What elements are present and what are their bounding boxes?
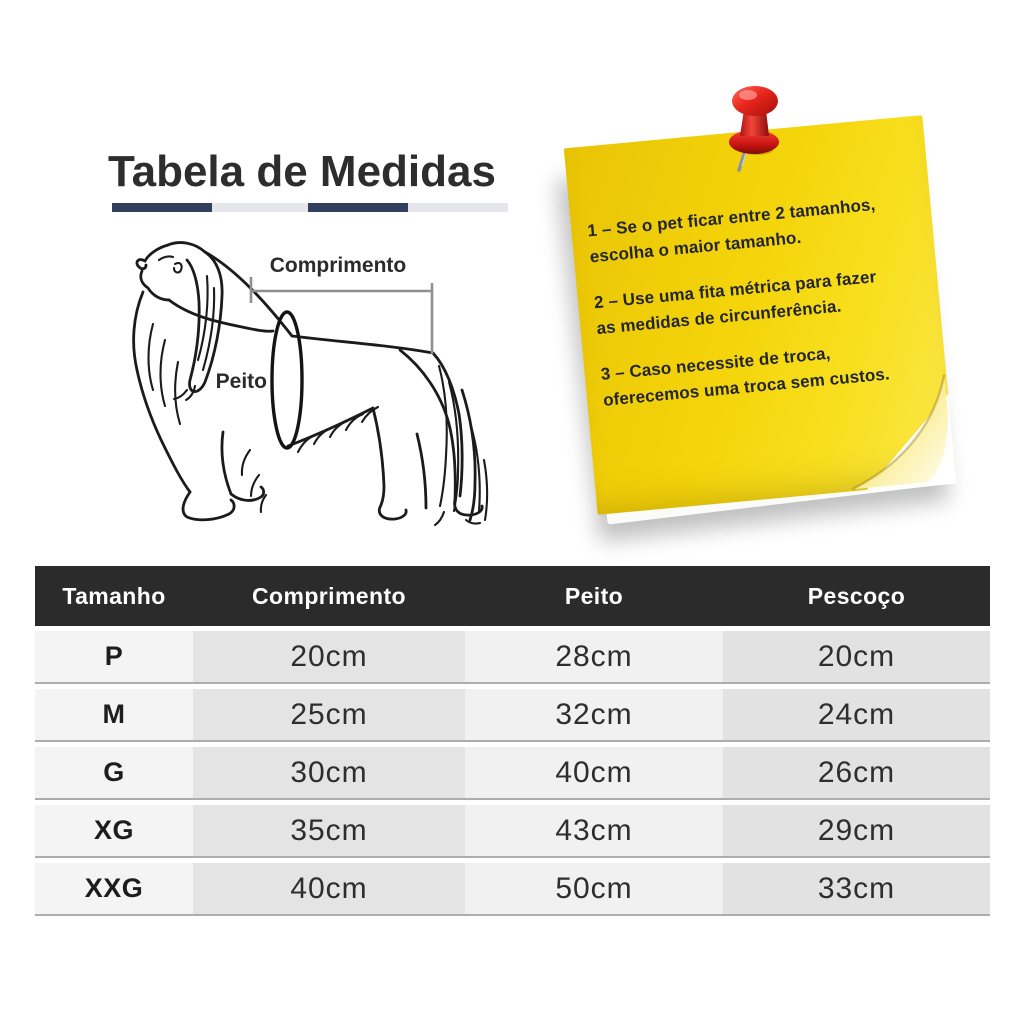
size-table: Tamanho Comprimento Peito Pescoço P 20cm…	[35, 561, 990, 921]
table-row: P 20cm 28cm 20cm	[35, 631, 990, 684]
length-label: Comprimento	[270, 254, 407, 277]
table-header-row: Tamanho Comprimento Peito Pescoço	[35, 566, 990, 626]
sticky-note: 1 – Se o pet ficar entre 2 tamanhos, esc…	[563, 115, 957, 515]
length-cell: 20cm	[193, 631, 465, 684]
table-row: XXG 40cm 50cm 33cm	[35, 863, 990, 916]
size-cell: M	[35, 689, 193, 742]
column-header-pescoco: Pescoço	[723, 566, 990, 626]
page-title: Tabela de Medidas	[108, 147, 496, 196]
underline-segment	[212, 203, 308, 212]
column-header-tamanho: Tamanho	[35, 566, 193, 626]
note-tip-2: 2 – Use uma fita métrica para fazer as m…	[593, 259, 930, 341]
length-measure-line	[249, 277, 434, 354]
page-curl	[851, 374, 957, 493]
size-cell: XG	[35, 805, 193, 858]
dog-illustration	[132, 241, 489, 527]
neck-cell: 33cm	[723, 863, 990, 916]
column-header-peito: Peito	[465, 566, 723, 626]
table-row: XG 35cm 43cm 29cm	[35, 805, 990, 858]
pushpin-icon	[729, 86, 779, 172]
neck-cell: 29cm	[723, 805, 990, 858]
chest-cell: 43cm	[465, 805, 723, 858]
chest-cell: 50cm	[465, 863, 723, 916]
dog-measurement-diagram: Comprimento Peito	[132, 241, 489, 527]
size-cell: P	[35, 631, 193, 684]
size-cell: G	[35, 747, 193, 800]
chest-girth-ellipse	[270, 310, 304, 450]
neck-cell: 24cm	[723, 689, 990, 742]
length-cell: 40cm	[193, 863, 465, 916]
neck-cell: 26cm	[723, 747, 990, 800]
table-row: M 25cm 32cm 24cm	[35, 689, 990, 742]
column-header-comprimento: Comprimento	[193, 566, 465, 626]
neck-cell: 20cm	[723, 631, 990, 684]
chest-label: Peito	[216, 370, 267, 393]
underline-segment	[308, 203, 408, 212]
length-cell: 35cm	[193, 805, 465, 858]
underline-segment	[112, 203, 212, 212]
length-cell: 30cm	[193, 747, 465, 800]
chest-cell: 28cm	[465, 631, 723, 684]
note-tip-1: 1 – Se o pet ficar entre 2 tamanhos, esc…	[586, 188, 923, 270]
chest-cell: 40cm	[465, 747, 723, 800]
underline-segment	[408, 203, 508, 212]
length-cell: 25cm	[193, 689, 465, 742]
chest-cell: 32cm	[465, 689, 723, 742]
table-row: G 30cm 40cm 26cm	[35, 747, 990, 800]
size-cell: XXG	[35, 863, 193, 916]
title-underline	[112, 203, 508, 212]
